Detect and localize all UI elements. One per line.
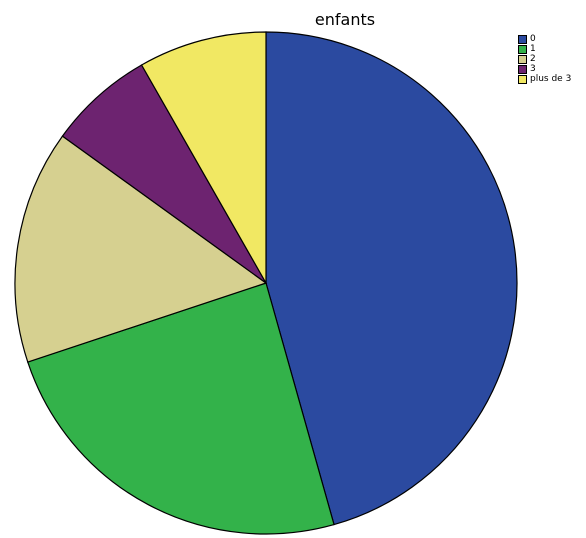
legend-label-4: plus de 3	[530, 74, 572, 84]
pie-slice-2	[14, 135, 268, 363]
legend-swatch-3	[518, 64, 527, 74]
legend-label-3: 3	[530, 64, 536, 74]
legend: 0 1 2 3 plus de 3	[518, 34, 571, 84]
legend-item-4: plus de 3	[518, 74, 571, 84]
legend-item-0: 0	[518, 34, 571, 44]
pie-slice-4	[140, 31, 267, 286]
pie-slice-1	[27, 282, 335, 535]
chart-title: enfants	[315, 10, 375, 29]
legend-swatch-1	[518, 44, 527, 54]
pie-slice-3	[61, 64, 267, 284]
legend-item-3: 3	[518, 64, 571, 74]
legend-label-0: 0	[530, 34, 536, 44]
pie-slices	[14, 31, 518, 535]
legend-swatch-2	[518, 54, 527, 64]
pie-slice-0	[265, 31, 518, 526]
legend-swatch-4	[518, 74, 527, 84]
legend-label-2: 2	[530, 54, 536, 64]
legend-label-1: 1	[530, 44, 536, 54]
legend-item-2: 2	[518, 54, 571, 64]
legend-item-1: 1	[518, 44, 571, 54]
legend-swatch-0	[518, 34, 527, 44]
